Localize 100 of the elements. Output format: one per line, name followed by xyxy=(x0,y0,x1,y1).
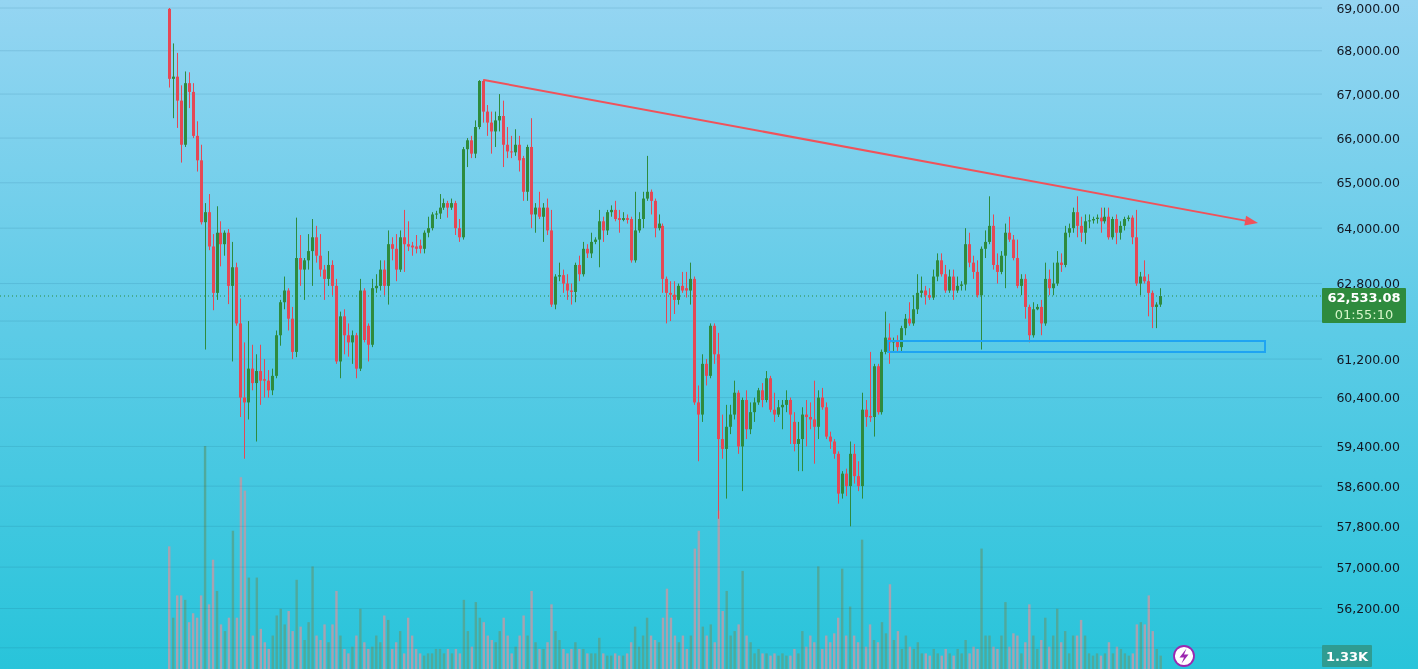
bar xyxy=(351,646,354,669)
candlestick xyxy=(351,330,354,365)
candlestick xyxy=(347,322,350,358)
candlestick xyxy=(395,233,398,282)
bar xyxy=(992,646,995,669)
candlestick xyxy=(749,401,752,435)
candlestick xyxy=(821,387,824,411)
candlestick xyxy=(972,255,975,280)
y-tick-label: 69,000.00 xyxy=(1336,0,1401,16)
text: 01:55:10 xyxy=(1334,306,1394,322)
candlestick xyxy=(952,269,955,301)
candlestick xyxy=(988,195,991,245)
candlestick xyxy=(642,191,645,229)
candlestick xyxy=(263,358,266,399)
bar xyxy=(347,653,350,669)
candlestick xyxy=(546,198,549,236)
bar xyxy=(530,590,533,669)
bar xyxy=(287,611,290,669)
bar xyxy=(534,642,537,669)
y-tick-label: 62,800.00 xyxy=(1336,276,1401,292)
candlestick xyxy=(602,216,605,243)
bar xyxy=(809,635,812,669)
candlestick xyxy=(793,411,796,452)
candlestick xyxy=(514,128,517,157)
candlestick xyxy=(936,252,939,282)
candlestick xyxy=(944,264,947,294)
bar xyxy=(327,642,330,669)
bar xyxy=(785,655,788,669)
candlestick xyxy=(255,353,258,443)
bar xyxy=(1020,653,1023,669)
candlestick xyxy=(598,209,601,268)
candlestick xyxy=(705,358,708,386)
candlestick xyxy=(833,438,836,460)
candlestick xyxy=(538,191,541,220)
candlestick xyxy=(331,259,334,296)
candlestick xyxy=(1088,213,1091,229)
bar xyxy=(586,653,589,669)
candlestick xyxy=(813,380,816,465)
bar xyxy=(777,655,780,669)
candlestick xyxy=(486,104,489,137)
candlestick xyxy=(697,384,700,462)
candlestick xyxy=(845,468,848,497)
candlestick xyxy=(1008,216,1011,243)
y-tick-label: 61,200.00 xyxy=(1336,351,1401,367)
bar xyxy=(570,648,573,669)
candlestick xyxy=(223,229,226,257)
bar xyxy=(749,642,752,669)
candlestick xyxy=(773,392,776,423)
candlestick xyxy=(618,209,621,234)
bar xyxy=(522,615,525,669)
candlestick xyxy=(327,250,330,287)
candlestick xyxy=(853,443,856,485)
bar xyxy=(733,631,736,669)
bar xyxy=(311,566,314,669)
y-tick-label: 57,800.00 xyxy=(1336,518,1401,534)
candlestick xyxy=(343,308,346,355)
candlestick xyxy=(1159,287,1162,308)
bar xyxy=(562,648,565,669)
candlestick xyxy=(681,271,684,294)
bar xyxy=(976,648,979,669)
bar xyxy=(363,642,366,669)
y-tick-label: 67,000.00 xyxy=(1336,86,1401,102)
bar xyxy=(538,648,541,669)
bar xyxy=(590,653,593,669)
bar xyxy=(988,635,991,669)
candlestick xyxy=(984,229,987,259)
candlestick xyxy=(904,313,907,336)
bar xyxy=(514,646,517,669)
candlestick xyxy=(968,232,971,268)
candlestick xyxy=(976,259,979,299)
bar xyxy=(980,548,983,669)
bar xyxy=(781,653,784,669)
candlestick xyxy=(606,209,609,236)
candlestick xyxy=(1111,216,1114,241)
candlestick xyxy=(259,344,262,406)
y-tick-label: 64,000.00 xyxy=(1336,220,1401,236)
candlestick xyxy=(510,135,513,159)
candlestick xyxy=(299,234,302,287)
candlestick xyxy=(311,218,314,287)
candlestick xyxy=(415,234,418,254)
y-tick-label: 66,000.00 xyxy=(1336,130,1401,146)
candlestick xyxy=(458,218,461,243)
candlestick xyxy=(785,389,788,413)
bar xyxy=(1016,635,1019,669)
candlestick xyxy=(765,370,768,403)
candlestick xyxy=(753,397,756,423)
bar xyxy=(972,646,975,669)
candlestick xyxy=(498,93,501,132)
candlestick xyxy=(1056,250,1059,287)
bar xyxy=(355,635,358,669)
y-tick-label: 68,000.00 xyxy=(1336,43,1401,59)
y-tick-label: 65,000.00 xyxy=(1336,175,1401,191)
candlestick xyxy=(1012,234,1015,261)
bar xyxy=(761,653,764,669)
y-tick-label: 56,200.00 xyxy=(1336,600,1401,616)
candlestick xyxy=(283,276,286,310)
bar xyxy=(550,604,553,669)
candlestick xyxy=(646,155,649,202)
candlestick xyxy=(1080,216,1083,243)
candlestick xyxy=(323,264,326,301)
